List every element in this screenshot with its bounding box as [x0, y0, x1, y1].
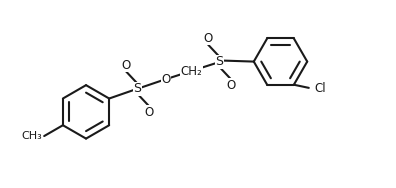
Text: S: S [133, 82, 141, 95]
Text: CH₃: CH₃ [21, 131, 42, 141]
Text: O: O [227, 79, 236, 92]
Text: Cl: Cl [315, 82, 326, 95]
Text: CH₂: CH₂ [181, 64, 202, 77]
Text: O: O [161, 73, 170, 86]
Text: O: O [145, 106, 154, 119]
Text: S: S [215, 55, 224, 68]
Text: O: O [121, 59, 130, 72]
Text: O: O [203, 32, 212, 45]
